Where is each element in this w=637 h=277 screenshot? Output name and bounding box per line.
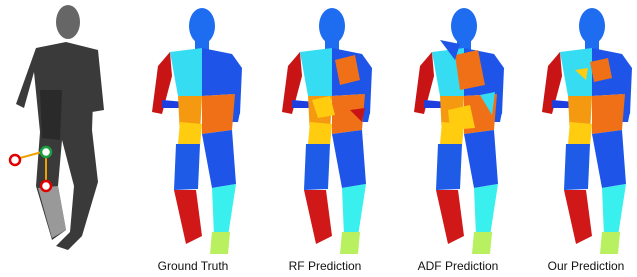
our-prediction bbox=[542, 8, 632, 254]
adf-prediction bbox=[414, 8, 504, 254]
rf-prediction bbox=[282, 8, 372, 254]
page: Ground Truth RF Prediction ADF Predictio… bbox=[0, 0, 637, 277]
caption: Ground Truth bbox=[158, 259, 229, 273]
caption: RF Prediction bbox=[289, 259, 362, 273]
ground-truth bbox=[152, 8, 242, 254]
depth-image bbox=[10, 5, 104, 250]
caption: Our Prediction bbox=[548, 259, 625, 273]
caption: ADF Prediction bbox=[418, 259, 499, 273]
figure: Ground Truth RF Prediction ADF Predictio… bbox=[0, 0, 637, 277]
